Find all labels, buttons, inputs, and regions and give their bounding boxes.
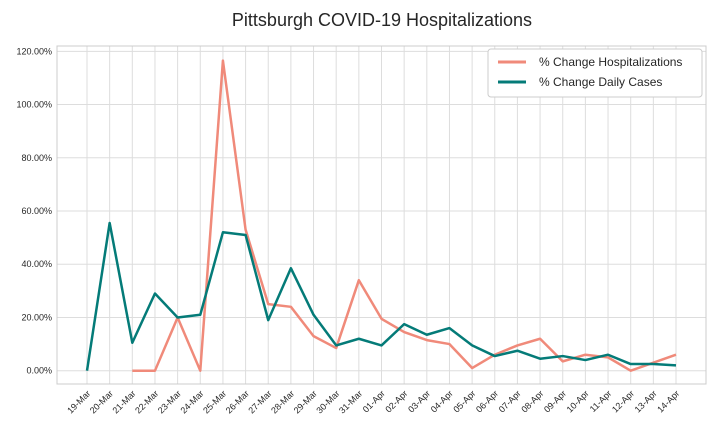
legend: % Change Hospitalizations % Change Daily…	[487, 48, 703, 98]
y-tick-label: 40.00%	[21, 259, 52, 269]
plot-frame	[56, 45, 707, 385]
y-tick-label: 120.00%	[16, 46, 52, 56]
chart-title: Pittsburgh COVID-19 Hospitalizations	[232, 10, 532, 30]
gridlines	[57, 46, 706, 384]
y-tick-label: 0.00%	[26, 366, 52, 376]
y-tick-label: 80.00%	[21, 153, 52, 163]
legend-box	[487, 48, 703, 98]
y-tick-label: 100.00%	[16, 100, 52, 110]
legend-label-daily-cases: % Change Daily Cases	[539, 75, 662, 89]
y-tick-label: 60.00%	[21, 206, 52, 216]
series-line-0	[132, 59, 677, 372]
y-axis-ticks: 0.00% 20.00% 40.00% 60.00% 80.00% 100.00% 120.…	[16, 46, 52, 375]
y-tick-label: 20.00%	[21, 312, 52, 322]
series-line-1	[85, 221, 677, 371]
legend-label-hospitalizations: % Change Hospitalizations	[539, 55, 682, 69]
series-lines	[85, 59, 677, 372]
